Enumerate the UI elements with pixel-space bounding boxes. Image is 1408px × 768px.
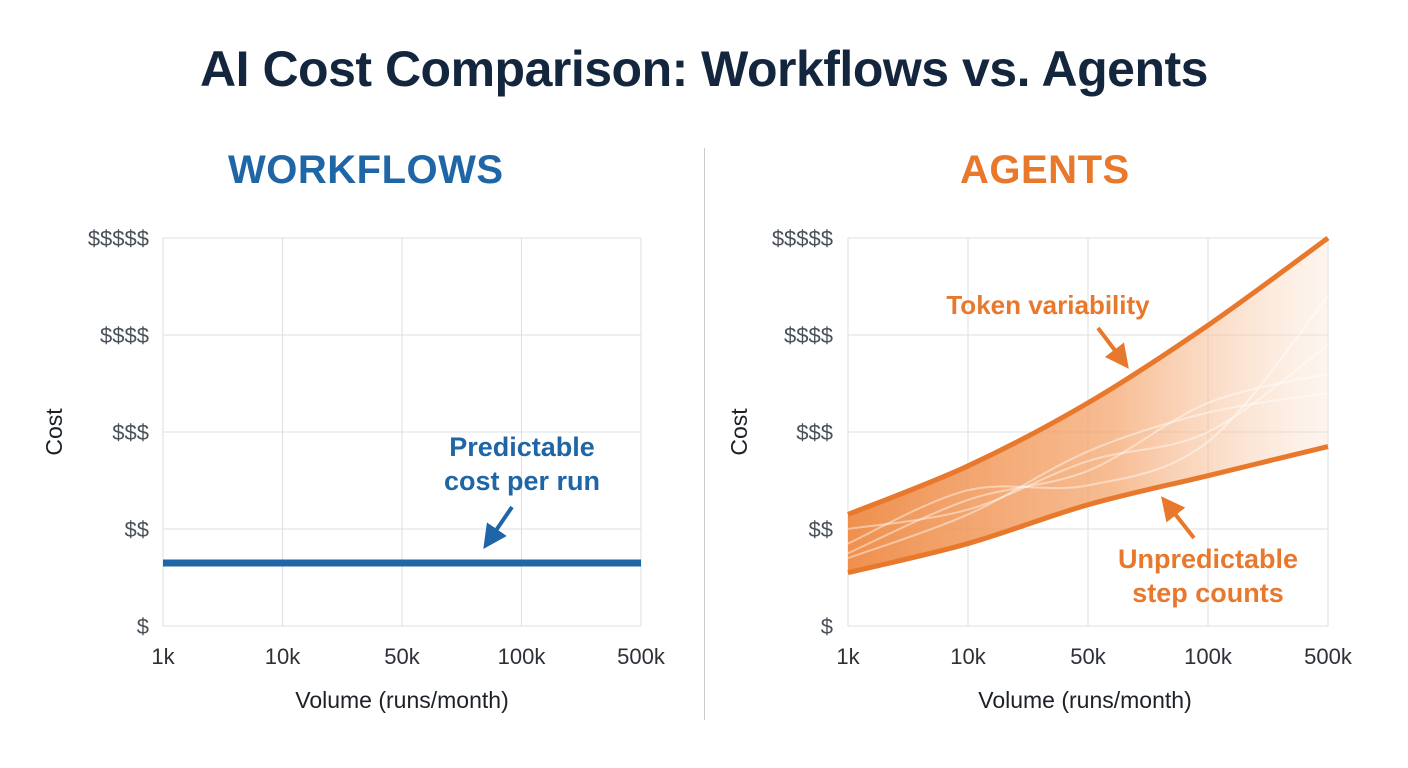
- y-tick-label: $$: [809, 517, 833, 542]
- x-tick-label: 500k: [617, 644, 666, 669]
- x-tick-label: 10k: [265, 644, 301, 669]
- trajectory-line: [847, 295, 1329, 545]
- y-axis-label: Cost: [726, 408, 752, 456]
- x-tick-label: 100k: [498, 644, 547, 669]
- annotation-text: step counts: [1132, 578, 1284, 608]
- agents-panel-title: AGENTS: [960, 148, 1130, 192]
- annotation-arrow: [483, 505, 514, 549]
- panel-divider: [704, 148, 705, 720]
- x-tick-label: 50k: [384, 644, 420, 669]
- x-tick-label: 1k: [151, 644, 175, 669]
- annotation-text: Predictable: [449, 432, 595, 462]
- x-axis-label: Volume (runs/month): [295, 687, 508, 713]
- annotation-text: cost per run: [444, 466, 600, 496]
- x-tick-label: 1k: [836, 644, 860, 669]
- annotation-text: Unpredictable: [1118, 544, 1298, 574]
- annotation-arrow: [1096, 326, 1129, 369]
- annotation-arrow: [1161, 496, 1196, 540]
- y-tick-label: $$$$: [784, 323, 833, 348]
- annotation-text: Token variability: [946, 290, 1150, 320]
- lower-bound-line: [847, 444, 1329, 576]
- y-tick-label: $: [821, 614, 833, 639]
- x-tick-label: 500k: [1304, 644, 1353, 669]
- y-tick-label: $$$$: [100, 323, 149, 348]
- x-tick-label: 10k: [950, 644, 986, 669]
- y-tick-label: $$$: [796, 420, 833, 445]
- page-title: AI Cost Comparison: Workflows vs. Agents: [200, 41, 1208, 97]
- y-tick-label: $$$$$: [88, 226, 149, 251]
- x-tick-label: 100k: [1184, 644, 1233, 669]
- x-axis-label: Volume (runs/month): [978, 687, 1191, 713]
- y-tick-label: $$$$$: [772, 226, 833, 251]
- upper-bound-line: [847, 235, 1330, 517]
- y-tick-label: $$$: [112, 420, 149, 445]
- trajectory-line: [847, 372, 1329, 555]
- x-tick-label: 50k: [1070, 644, 1106, 669]
- trajectory-line: [847, 343, 1329, 530]
- y-tick-label: $: [137, 614, 149, 639]
- y-axis-label: Cost: [41, 408, 67, 456]
- trajectory-line: [847, 392, 1329, 560]
- workflows-panel-title: WORKFLOWS: [228, 148, 504, 192]
- y-tick-label: $$: [125, 517, 149, 542]
